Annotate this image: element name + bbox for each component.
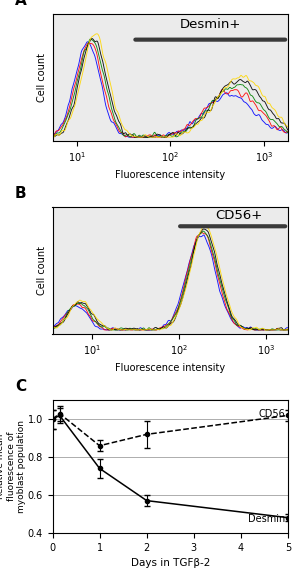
Text: CD56: CD56	[259, 410, 286, 419]
X-axis label: Days in TGFβ-2: Days in TGFβ-2	[130, 558, 210, 568]
Text: A: A	[15, 0, 27, 8]
Text: B: B	[15, 186, 26, 201]
Text: Desmin+: Desmin+	[180, 18, 241, 31]
Text: Desmin: Desmin	[248, 514, 286, 524]
Text: C: C	[15, 378, 26, 393]
Y-axis label: Cell count: Cell count	[37, 53, 47, 102]
X-axis label: Fluorescence intensity: Fluorescence intensity	[115, 170, 225, 180]
X-axis label: Fluorescence intensity: Fluorescence intensity	[115, 363, 225, 373]
Y-axis label: Cell count: Cell count	[37, 246, 47, 295]
Text: CD56+: CD56+	[215, 209, 262, 222]
Y-axis label: Relative mean
fluorescence of
myoblast population: Relative mean fluorescence of myoblast p…	[0, 420, 26, 513]
